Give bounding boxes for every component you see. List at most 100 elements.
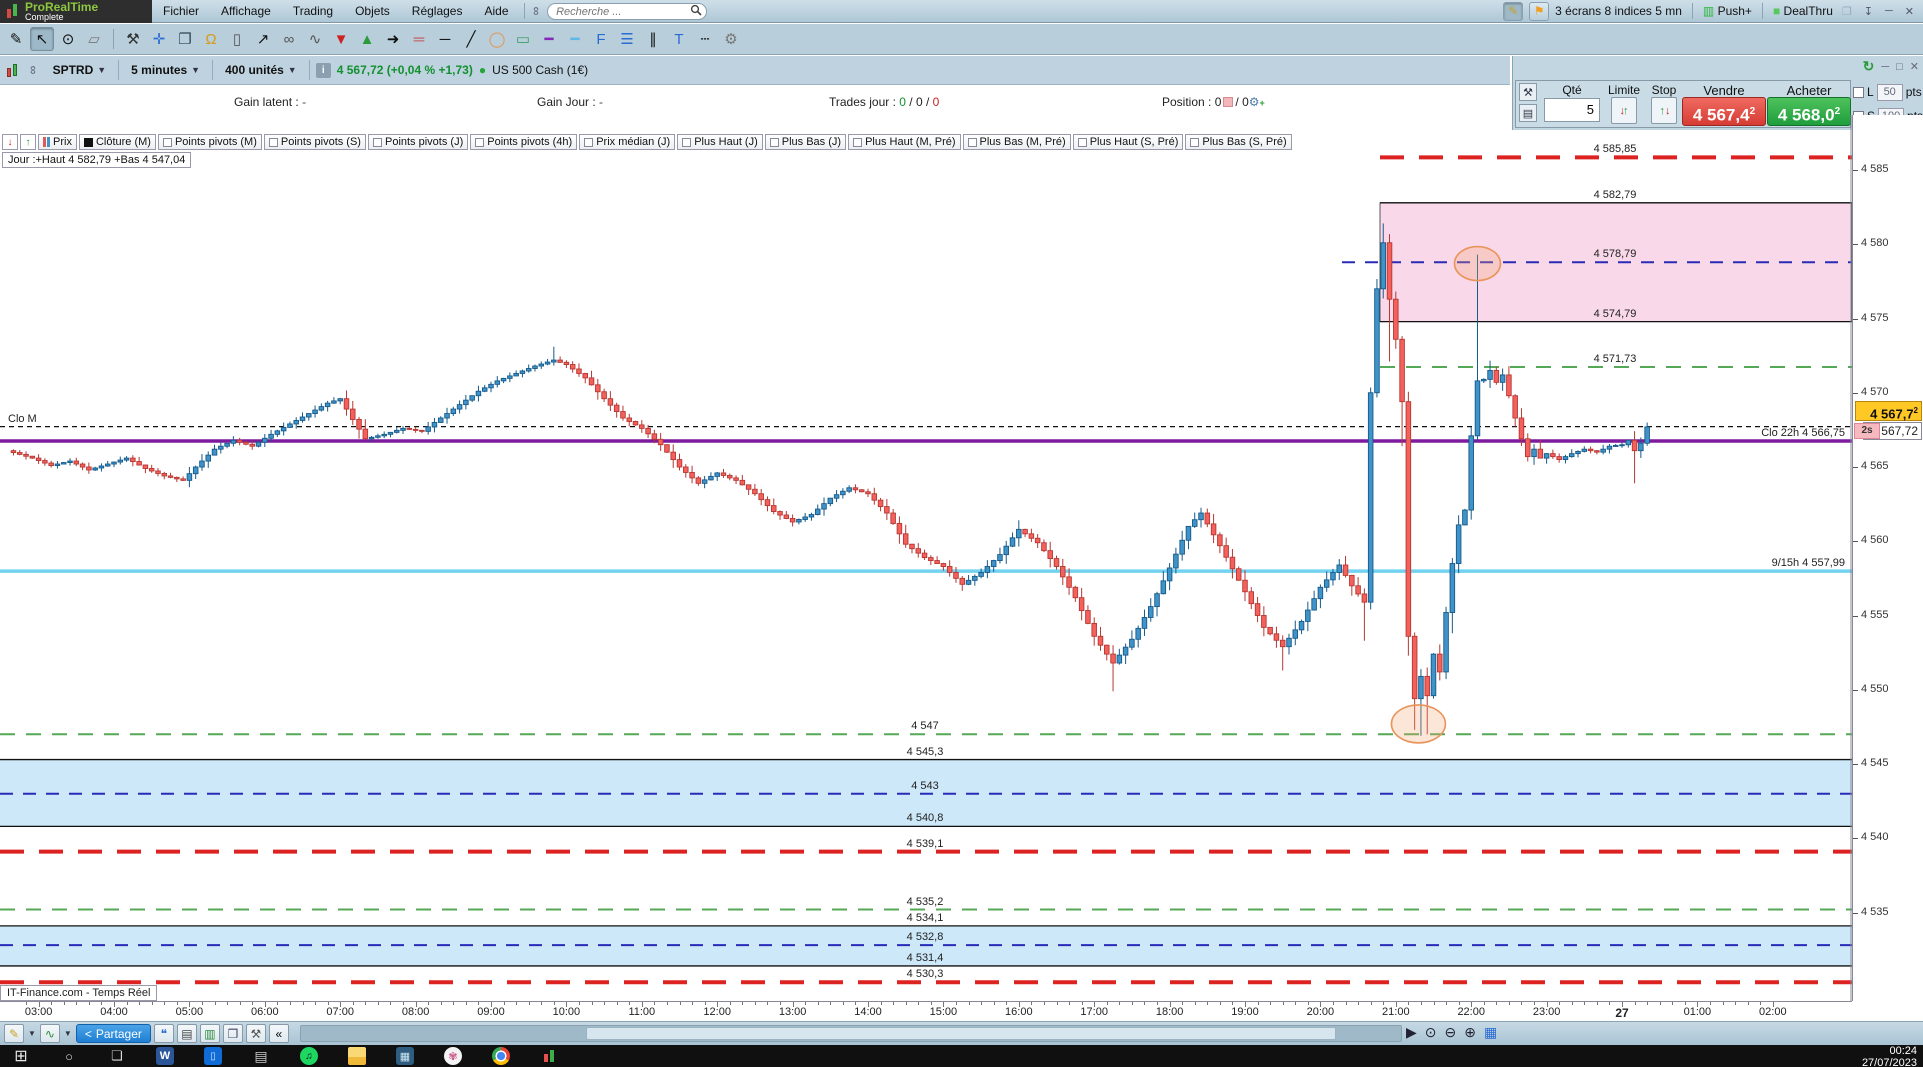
menu-reglages[interactable]: Réglages	[411, 4, 463, 18]
position-settings-icon[interactable]: ⚙	[1248, 95, 1260, 109]
system-tray[interactable]: 00:24 27/07/2023	[1862, 1045, 1917, 1067]
collapse-toolbar-button[interactable]: «	[268, 1024, 289, 1043]
horizontal-scrollbar[interactable]	[300, 1025, 1402, 1042]
duplicate-copy-icon[interactable]: ❐	[178, 31, 192, 48]
push-status[interactable]: ▥ Push+	[1702, 4, 1752, 18]
timeframe-dropdown[interactable]: 5 minutes ▼	[131, 63, 201, 77]
qty-input[interactable]: 5	[1544, 98, 1600, 122]
polyline-tool-icon[interactable]: ∿	[308, 31, 322, 48]
panel-close-icon[interactable]: ✕	[1909, 61, 1919, 73]
close-icon[interactable]: ✕	[1904, 5, 1914, 18]
oblique-line-icon[interactable]: ╱	[466, 31, 476, 48]
menu-aide[interactable]: Aide	[484, 4, 509, 18]
sync-icon[interactable]: ↻	[1862, 58, 1875, 74]
zoom-fit-icon[interactable]: ⊙	[1424, 1024, 1437, 1040]
taskbar-phone-icon[interactable]: ▯	[204, 1047, 222, 1065]
text-tool-icon[interactable]: T	[674, 30, 684, 48]
minimize-icon[interactable]: ─	[1884, 5, 1893, 17]
tools-wrench-icon[interactable]: ⚒	[126, 31, 140, 48]
taskbar-search-icon[interactable]: ○	[65, 1048, 73, 1064]
menu-objets[interactable]: Objets	[355, 4, 390, 18]
wick-low-circle[interactable]	[1390, 704, 1447, 744]
indicator-toggle-prix[interactable]: Prix	[38, 134, 77, 150]
delete-trash-icon[interactable]: ▯	[232, 31, 242, 48]
taskbar-prorealtime-icon[interactable]	[540, 1047, 558, 1065]
indicator-toggle-plus-haut-s-pre[interactable]: Plus Haut (S, Pré)	[1072, 134, 1184, 150]
indicator-toggle-points-pivots-j[interactable]: Points pivots (J)	[367, 134, 469, 150]
taskbar-task-view-icon[interactable]: ❏	[111, 1048, 123, 1063]
ellipse-tool-icon[interactable]: ◯	[488, 31, 506, 48]
scroll-indicators-up-button[interactable]: ↑	[20, 134, 36, 150]
limit-pts-input[interactable]: 50	[1876, 83, 1903, 101]
taskbar-spotify-icon[interactable]: ♫	[300, 1047, 318, 1065]
taskbar-chrome-icon[interactable]	[492, 1047, 510, 1065]
price-axis[interactable]: 4 567,72 4 567,72 2s 4 585 4 580 4 575 4 57…	[1852, 115, 1923, 1001]
buy-signal-arrow-icon[interactable]: ▲	[359, 30, 375, 48]
window-restore-icon[interactable]: ❐	[1841, 5, 1852, 18]
chevron-down-icon[interactable]: ▼	[63, 1029, 72, 1038]
scroll-right-icon[interactable]: ▶	[1406, 1024, 1417, 1040]
link-chart-icon[interactable]: ∞	[26, 65, 41, 75]
share-button[interactable]: < Partager	[75, 1024, 151, 1043]
limit-order-button[interactable]: ↓ ↑	[1611, 97, 1637, 124]
workspace-settings-button[interactable]: ⚒	[245, 1024, 266, 1043]
indicator-toggle-points-pivots-4h[interactable]: Points pivots (4h)	[470, 134, 578, 150]
taskbar-paint-icon[interactable]: ✾	[444, 1047, 462, 1065]
parallel-lines-icon[interactable]: ═	[413, 30, 425, 48]
symbol-dropdown[interactable]: SPTRD ▼	[52, 63, 107, 77]
limit-checkbox[interactable]	[1853, 86, 1864, 98]
order-settings-wrench-icon[interactable]: ⚒	[1519, 83, 1537, 101]
taskbar-printer-icon[interactable]: ▤	[254, 1047, 268, 1064]
search-input[interactable]	[547, 3, 708, 21]
color-settings-icon[interactable]: ⚙	[724, 31, 738, 48]
indicator-toggle-points-pivots-m[interactable]: Points pivots (M)	[157, 134, 262, 150]
chat-button[interactable]: ❝	[153, 1024, 174, 1043]
purple-segment-icon[interactable]: ━	[544, 31, 554, 48]
close-position-icon[interactable]	[1223, 97, 1234, 107]
buy-button[interactable]: 4 568,02	[1767, 97, 1851, 126]
taskbar-explorer-icon[interactable]	[348, 1047, 366, 1065]
channel-tool-icon[interactable]: ∥	[649, 31, 657, 48]
panel-maximize-icon[interactable]: □	[1896, 60, 1903, 73]
scroll-indicators-down-button[interactable]: ↓	[2, 134, 18, 150]
chart-plot[interactable]	[0, 115, 1852, 1001]
order-flow-arrow-icon[interactable]: ➜	[386, 31, 400, 48]
keyboard-icon[interactable]: ▤	[1519, 104, 1537, 122]
units-dropdown[interactable]: 400 unités ▼	[225, 63, 297, 77]
chart-window-button[interactable]: ❐	[222, 1024, 243, 1043]
sell-button[interactable]: 4 567,42	[1682, 97, 1766, 126]
zoom-in-icon[interactable]: ⊕	[1464, 1024, 1476, 1040]
list-indicators-icon[interactable]: ☰	[620, 31, 634, 48]
dash-style-icon[interactable]: ┄	[700, 31, 710, 48]
taskbar-word-icon[interactable]: W	[156, 1047, 174, 1065]
trend-arrow-icon[interactable]: ↗	[256, 31, 270, 48]
dealthru-status[interactable]: ■ DealThru	[1772, 4, 1833, 18]
panel-minimize-icon[interactable]: ─	[1881, 60, 1890, 73]
taskbar-start-icon[interactable]: ⊞	[14, 1048, 28, 1065]
menu-fichier[interactable]: Fichier	[163, 4, 200, 18]
draw-mode-button[interactable]: ✎	[4, 1024, 24, 1043]
sell-signal-arrow-icon[interactable]: ▼	[333, 30, 349, 48]
taskbar-calculator-icon[interactable]: ▦	[396, 1047, 414, 1065]
alerts-bell-icon[interactable]: Ω	[205, 30, 217, 48]
indicator-toggle-prix-median-j[interactable]: Prix médian (J)	[579, 134, 676, 150]
wick-high-circle[interactable]	[1453, 245, 1502, 282]
horizontal-line-icon[interactable]: ─	[439, 30, 451, 48]
indicator-toggle-plus-bas-s-pre[interactable]: Plus Bas (S, Pré)	[1185, 134, 1292, 150]
stop-order-button[interactable]: ↑ ↓	[1651, 97, 1677, 124]
indicator-toggle-plus-haut-j[interactable]: Plus Haut (J)	[677, 134, 763, 150]
rectangle-tool-icon[interactable]: ▭	[515, 31, 531, 48]
workspace-label[interactable]: 3 écrans 8 indices 5 mn	[1555, 4, 1682, 18]
menu-trading[interactable]: Trading	[292, 4, 334, 18]
info-icon[interactable]: i	[315, 62, 331, 78]
ruler-icon[interactable]: ▱	[88, 31, 100, 48]
fibonacci-icon[interactable]: F	[596, 30, 606, 48]
indicator-toggle-points-pivots-s[interactable]: Points pivots (S)	[263, 134, 366, 150]
link-chain-icon[interactable]: ∞	[283, 30, 295, 48]
market-depth-button[interactable]: ▥	[199, 1024, 220, 1043]
zoom-magnifier-icon[interactable]: ⊙	[61, 31, 75, 48]
indicator-toggle-plus-bas-j[interactable]: Plus Bas (J)	[764, 134, 847, 150]
scrollbar-thumb[interactable]	[586, 1027, 1336, 1040]
time-axis[interactable]: 03:00 04:00 05:00 06:00 07:00 08:00 09:00 10:00…	[0, 1001, 1852, 1021]
chart-mode-button[interactable]: ∿	[39, 1024, 60, 1043]
